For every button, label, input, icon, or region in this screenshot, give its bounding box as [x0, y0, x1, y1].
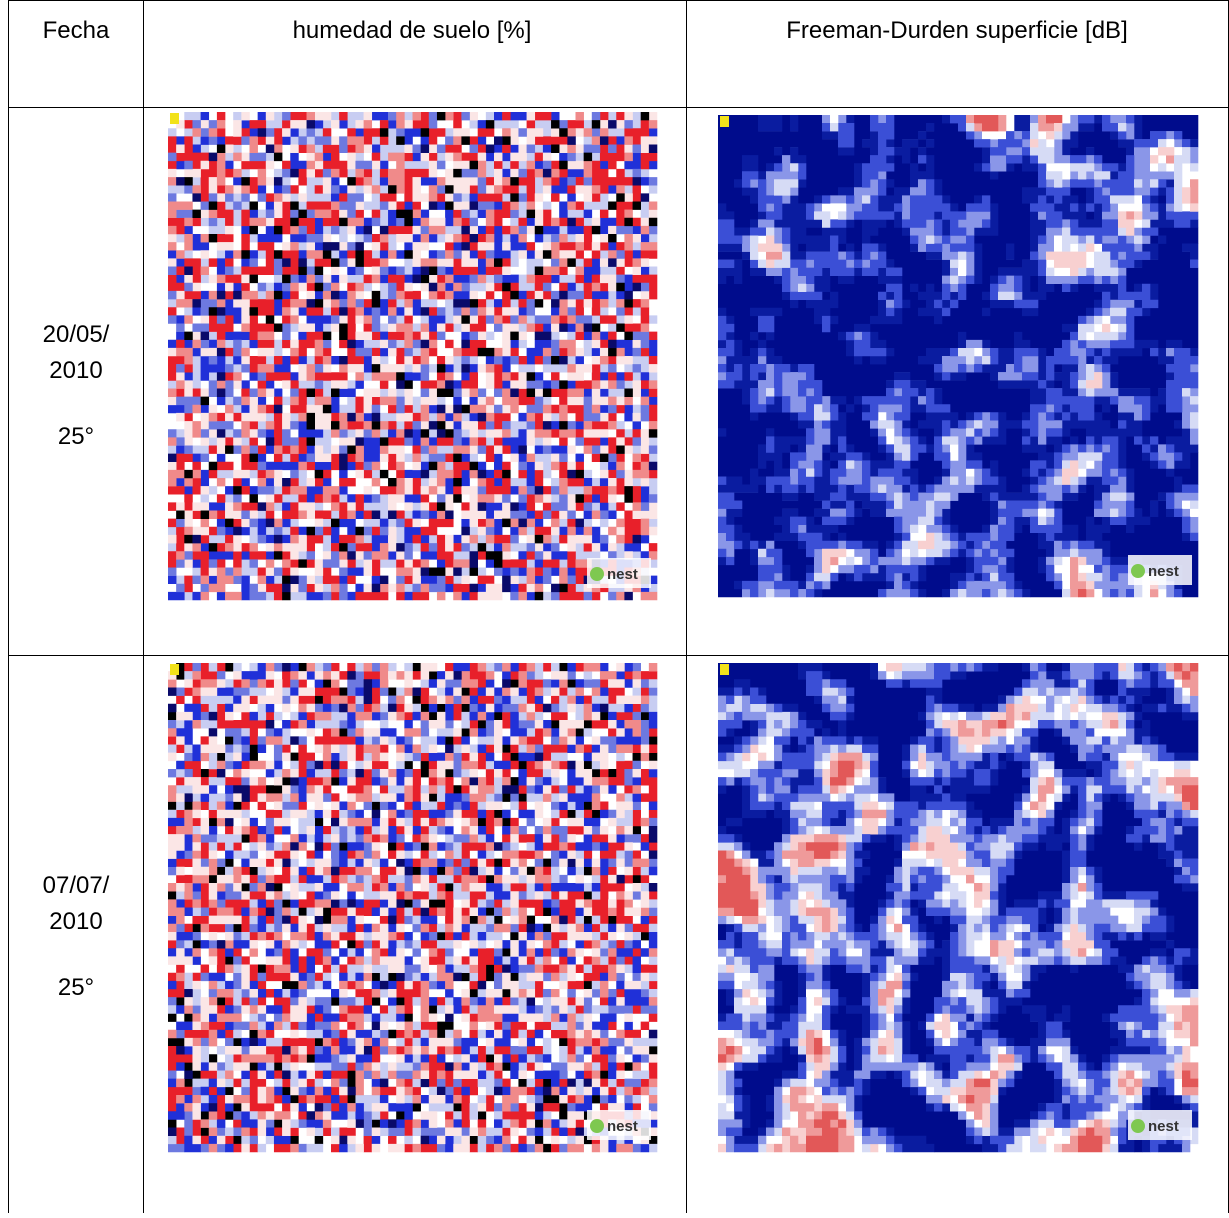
header-cell: Fecha — [43, 17, 110, 44]
map-pixels — [750, 123, 1199, 598]
map-pixels — [168, 663, 658, 1153]
north-icon — [170, 113, 179, 124]
map-pixels — [168, 120, 658, 601]
watermark-logo — [590, 567, 604, 581]
map-pixels — [718, 663, 1199, 1153]
map-image: nest — [168, 663, 658, 1153]
watermark: nest — [1148, 1118, 1179, 1135]
map-pixels — [718, 663, 1199, 1153]
watermark-logo — [590, 1119, 604, 1133]
watermark: nest — [607, 566, 638, 583]
date-line: 2010 — [49, 357, 102, 384]
watermark-logo — [1131, 1119, 1145, 1133]
watermark-logo — [1131, 564, 1145, 578]
map-pixels — [758, 115, 1199, 598]
date-line: 2010 — [49, 908, 102, 935]
north-icon — [720, 116, 729, 127]
header-cell: Freeman-Durden superficie [dB] — [786, 17, 1127, 44]
watermark: nest — [607, 1118, 638, 1135]
map-pixels — [168, 112, 658, 601]
map-image: nest — [718, 663, 1199, 1153]
date-line: 20/05/ — [43, 321, 110, 348]
map-image: nest — [168, 112, 658, 601]
map-pixels — [718, 663, 1199, 1153]
angle: 25° — [58, 423, 94, 450]
watermark: nest — [1148, 563, 1179, 580]
north-icon — [170, 664, 179, 675]
date-line: 07/07/ — [43, 872, 110, 899]
north-icon — [720, 664, 729, 675]
header-cell: humedad de suelo [%] — [293, 17, 532, 44]
map-pixels — [176, 112, 658, 601]
map-image: nest — [718, 115, 1199, 598]
angle: 25° — [58, 974, 94, 1001]
map-pixels — [168, 663, 658, 1145]
